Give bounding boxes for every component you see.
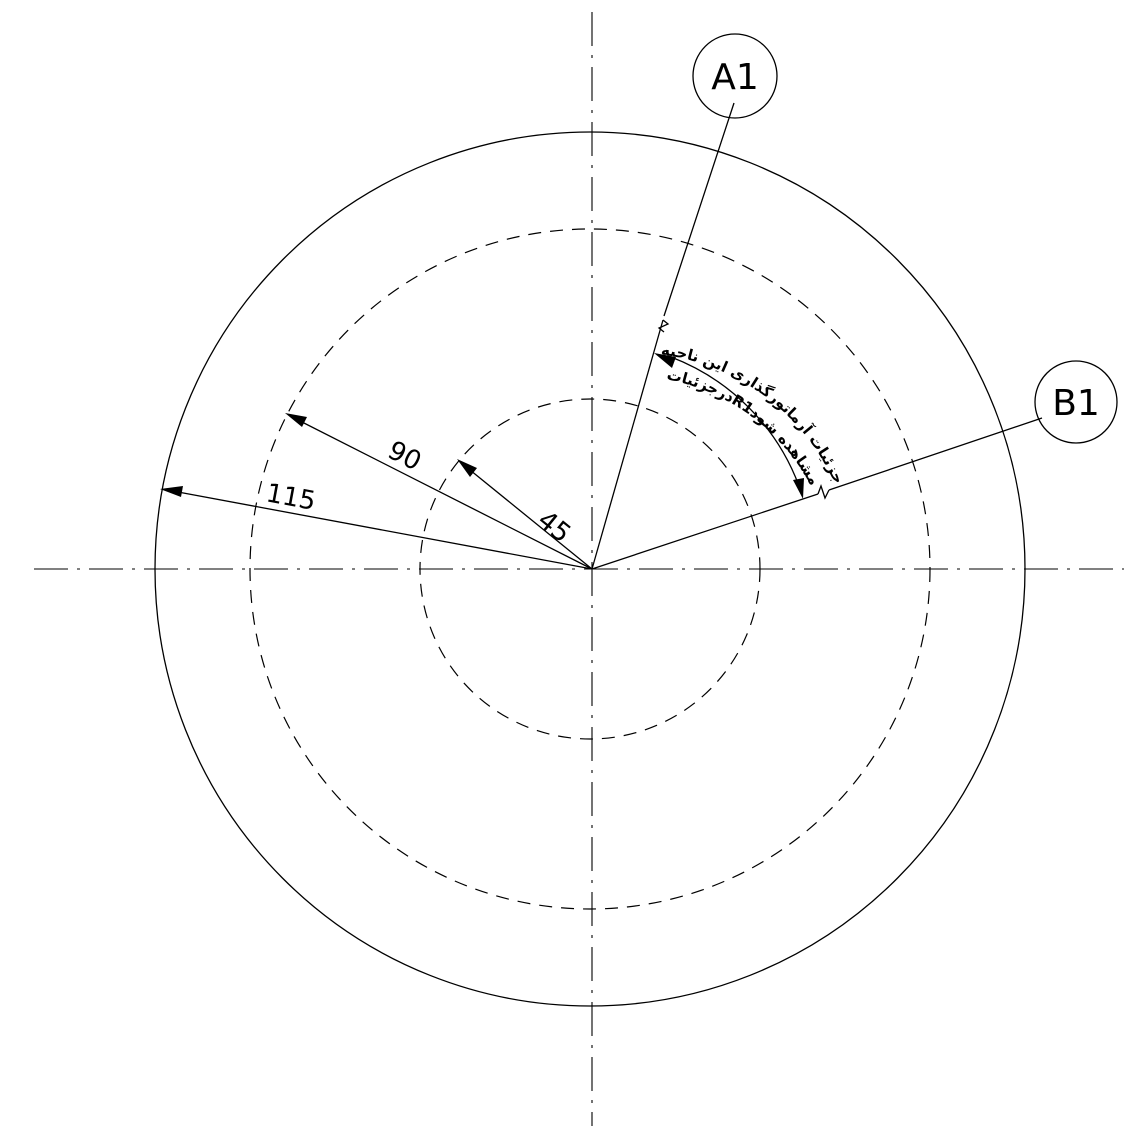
arrowhead-90 bbox=[285, 413, 307, 427]
dimension-label-115: 115 bbox=[264, 478, 318, 517]
break-mark-a1 bbox=[657, 319, 670, 333]
section-leader-a1 bbox=[591, 319, 664, 570]
radius-leader-90 bbox=[299, 420, 593, 570]
section-leader-b1-upper bbox=[828, 417, 1043, 491]
zone-arc-arrow-end bbox=[793, 478, 804, 499]
section-leader-b1 bbox=[591, 493, 819, 570]
section-tag-a1: A1 bbox=[711, 57, 759, 98]
break-mark-b1 bbox=[817, 484, 830, 500]
section-leader-a1-upper bbox=[663, 102, 735, 317]
section-tag-b1: B1 bbox=[1052, 383, 1100, 424]
dimension-label-90: 90 bbox=[383, 436, 426, 478]
inner-circle-hidden bbox=[419, 398, 761, 740]
section-bubble-b1 bbox=[1034, 360, 1118, 444]
zone-arc bbox=[670, 356, 800, 487]
arrowhead-115 bbox=[160, 486, 183, 497]
outer-circle bbox=[154, 131, 1026, 1007]
middle-circle-hidden bbox=[249, 228, 931, 910]
radius-leader-45 bbox=[469, 469, 593, 570]
radius-leader-115 bbox=[177, 491, 593, 570]
arrowhead-45 bbox=[457, 459, 477, 477]
section-bubble-a1 bbox=[692, 33, 778, 119]
dimension-label-45: 45 bbox=[532, 505, 577, 549]
zone-arc-arrow-start bbox=[654, 353, 676, 368]
